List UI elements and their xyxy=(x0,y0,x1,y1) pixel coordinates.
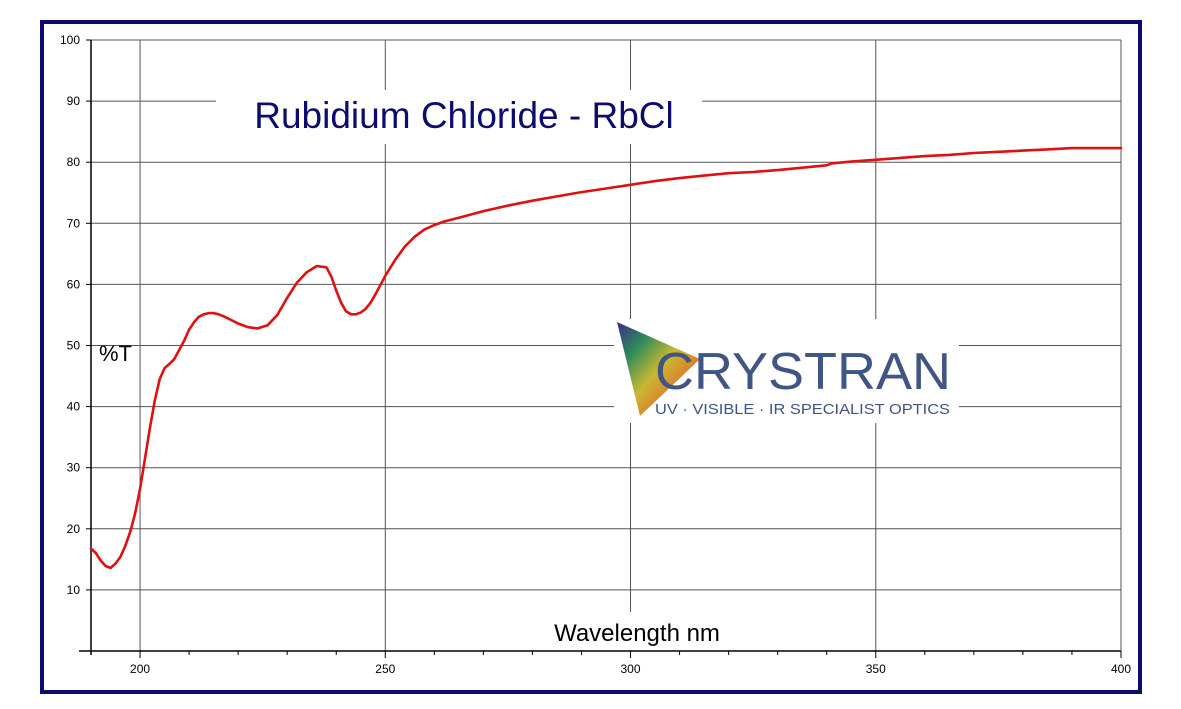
x-tick-label: 200 xyxy=(130,662,150,676)
x-axis-label: Wavelength nm xyxy=(554,620,720,647)
y-tick-label: 70 xyxy=(67,216,81,230)
axes xyxy=(79,40,1122,655)
crystran-logo: CRYSTRAN UV · VISIBLE · IR SPECIALIST OP… xyxy=(614,319,959,423)
chart-title: Rubidium Chloride - RbCl xyxy=(254,95,673,136)
x-label-background xyxy=(528,612,748,650)
y-tick-label: 60 xyxy=(67,277,81,291)
transmission-line xyxy=(89,146,1123,570)
x-tick-label: 400 xyxy=(1111,662,1131,676)
y-ticks: 10 20 30 40 50 60 70 80 90 100 xyxy=(60,33,91,597)
y-tick-label: 100 xyxy=(60,33,80,47)
x-tick-label: 300 xyxy=(621,662,641,676)
series-group xyxy=(89,146,1123,570)
prism-icon xyxy=(617,322,700,416)
y-tick-label: 20 xyxy=(67,522,81,536)
y-tick-label: 50 xyxy=(67,339,81,353)
x-tick-label: 350 xyxy=(866,662,886,676)
x-tick-label: 250 xyxy=(375,662,395,676)
y-tick-label: 40 xyxy=(67,400,81,414)
logo-wordmark: CRYSTRAN xyxy=(655,343,951,401)
logo-tagline: UV · VISIBLE · IR SPECIALIST OPTICS xyxy=(655,401,950,418)
chart-svg: 10 20 30 40 50 60 70 80 90 100 200 250 300 350 400 Ru… xyxy=(60,33,1131,676)
y-tick-label: 10 xyxy=(67,583,81,597)
y-tick-label: 90 xyxy=(67,94,81,108)
y-tick-label: 30 xyxy=(67,461,81,475)
title-background xyxy=(216,90,702,144)
x-ticks: 200 250 300 350 400 xyxy=(130,651,1131,676)
y-axis-label: %T xyxy=(99,341,132,366)
y-tick-label: 80 xyxy=(67,155,81,169)
chart-frame: 10 20 30 40 50 60 70 80 90 100 200 250 300 350 400 Ru… xyxy=(40,20,1142,694)
